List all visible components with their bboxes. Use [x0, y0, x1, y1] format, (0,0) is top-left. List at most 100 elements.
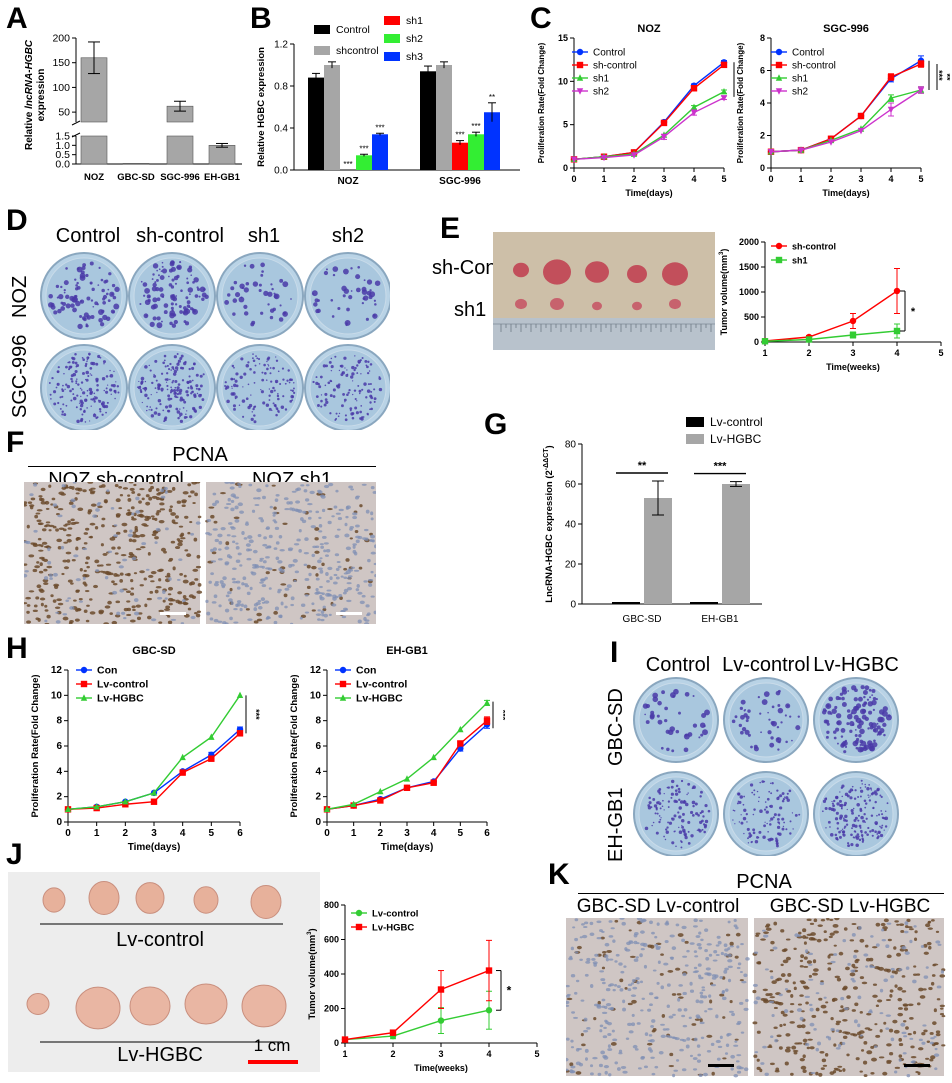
blue-nucleus — [890, 967, 895, 971]
colony — [886, 802, 889, 805]
data-point — [857, 127, 865, 135]
blue-nucleus — [762, 1045, 767, 1049]
legend-marker — [775, 61, 783, 69]
blue-nucleus — [273, 620, 278, 624]
brown-nucleus — [800, 954, 805, 959]
colony — [267, 363, 269, 366]
colony — [666, 826, 669, 829]
brown-nucleus — [913, 1030, 917, 1035]
i-row-label-gbcsd: GBC-SD — [605, 688, 627, 766]
colony — [315, 376, 318, 379]
colony — [187, 267, 193, 273]
colony — [63, 291, 66, 294]
colony — [767, 711, 769, 714]
colony — [159, 275, 165, 280]
brown-nucleus — [180, 537, 186, 540]
brown-nucleus — [893, 1029, 900, 1034]
brown-nucleus — [919, 995, 926, 999]
colony — [351, 416, 355, 420]
brown-nucleus — [54, 606, 61, 610]
colony — [57, 401, 60, 405]
blue-nucleus — [596, 920, 602, 924]
blue-nucleus — [370, 534, 376, 539]
blue-nucleus — [721, 996, 727, 1001]
legend-marker — [339, 666, 347, 674]
colony — [879, 716, 885, 723]
blue-nucleus — [696, 942, 702, 947]
colony — [695, 812, 699, 816]
colony — [176, 388, 179, 392]
colony — [872, 696, 877, 701]
blue-nucleus — [230, 493, 236, 498]
colony — [651, 824, 653, 827]
colony — [61, 410, 64, 413]
blue-nucleus — [940, 970, 945, 974]
blue-nucleus — [340, 575, 344, 578]
blue-nucleus — [73, 554, 79, 558]
colony — [877, 730, 883, 736]
blue-nucleus — [290, 622, 294, 624]
brown-nucleus — [192, 501, 196, 505]
colony — [158, 268, 161, 271]
colony — [153, 374, 157, 378]
colony — [266, 360, 268, 363]
brown-nucleus — [131, 491, 136, 494]
legend-label: sh3 — [406, 51, 423, 63]
colony — [332, 266, 339, 272]
blue-nucleus — [741, 980, 747, 984]
colony — [251, 411, 253, 413]
brown-nucleus — [765, 927, 772, 931]
colony — [72, 393, 75, 396]
colony — [277, 397, 280, 401]
colony — [269, 372, 272, 375]
brown-nucleus — [929, 1032, 934, 1035]
colony — [864, 831, 867, 834]
brown-nucleus — [833, 1043, 837, 1047]
blue-nucleus — [626, 941, 631, 946]
colony — [185, 296, 189, 300]
brown-nucleus — [183, 574, 187, 578]
colony — [238, 296, 245, 303]
colony — [179, 356, 183, 361]
brown-nucleus — [36, 584, 42, 589]
y-tick-label: 400 — [324, 969, 339, 979]
colony — [99, 322, 105, 327]
colony — [675, 784, 679, 788]
blue-nucleus — [865, 965, 869, 968]
colony — [170, 397, 173, 400]
blue-nucleus — [605, 1002, 612, 1007]
colony — [324, 384, 327, 387]
colony — [667, 800, 671, 803]
colony — [116, 385, 120, 388]
blue-nucleus — [362, 537, 367, 541]
colony — [850, 809, 854, 813]
colony — [151, 286, 157, 292]
x-tick-label: 1 — [601, 174, 606, 184]
colony — [88, 387, 93, 392]
colony — [838, 835, 842, 839]
blue-nucleus — [82, 576, 86, 580]
brown-nucleus — [70, 522, 77, 525]
colony — [366, 279, 373, 285]
brown-nucleus — [853, 949, 859, 953]
blue-nucleus — [616, 985, 621, 988]
blue-nucleus — [733, 918, 737, 922]
brown-nucleus — [834, 918, 840, 921]
blue-nucleus — [716, 1057, 721, 1061]
legend-label: sh-control — [792, 242, 836, 252]
colony — [349, 407, 353, 410]
bar — [452, 142, 468, 170]
brown-nucleus — [787, 972, 792, 977]
colony — [267, 303, 270, 306]
y-tick-label: 80 — [565, 440, 577, 451]
y-tick-label: 600 — [324, 935, 339, 945]
blue-nucleus — [634, 1048, 639, 1051]
blue-nucleus — [298, 528, 302, 533]
brown-nucleus — [74, 487, 81, 491]
blue-nucleus — [212, 547, 217, 551]
colony — [658, 815, 661, 817]
legend-swatch — [314, 46, 330, 55]
colony — [180, 354, 184, 358]
